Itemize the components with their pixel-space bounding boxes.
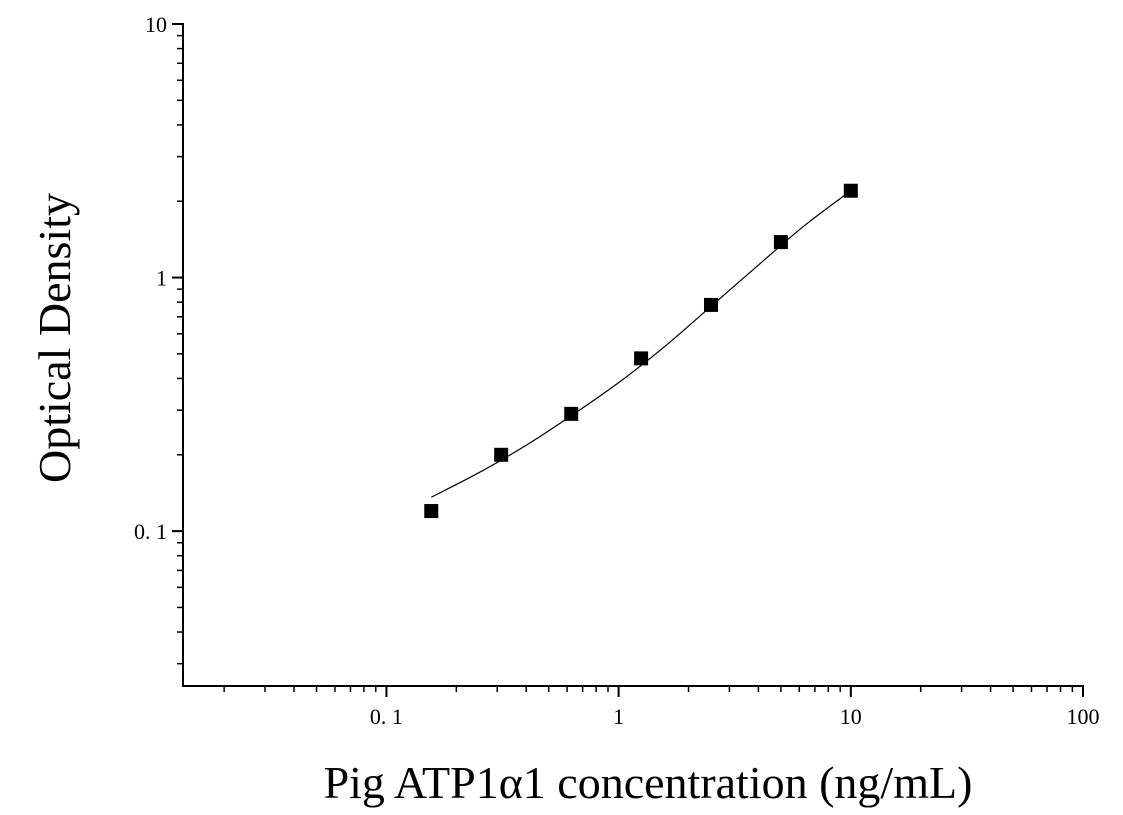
data-point bbox=[494, 447, 509, 462]
x-tick-label: 1 bbox=[613, 704, 624, 729]
y-tick-label: 0. 1 bbox=[134, 519, 167, 544]
tick-labels: 0. 1 1 10 100 0. 1 1 10 bbox=[134, 12, 1100, 729]
data-point bbox=[634, 351, 649, 366]
x-tick-label: 100 bbox=[1067, 704, 1100, 729]
data-point bbox=[843, 183, 858, 198]
data-point bbox=[424, 504, 439, 519]
x-tick-label: 10 bbox=[840, 704, 862, 729]
y-tick-label: 1 bbox=[156, 266, 167, 291]
major-ticks bbox=[172, 23, 1084, 697]
data-points bbox=[424, 183, 858, 519]
minor-ticks bbox=[177, 34, 1074, 692]
x-axis-title: Pig ATP1α1 concentration (ng/mL) bbox=[324, 757, 973, 808]
x-tick-label: 0. 1 bbox=[370, 704, 403, 729]
data-point bbox=[773, 235, 788, 250]
data-point bbox=[704, 297, 719, 312]
data-point bbox=[564, 406, 579, 421]
y-tick-label: 10 bbox=[145, 12, 167, 37]
y-axis-title: Optical Density bbox=[29, 193, 80, 483]
